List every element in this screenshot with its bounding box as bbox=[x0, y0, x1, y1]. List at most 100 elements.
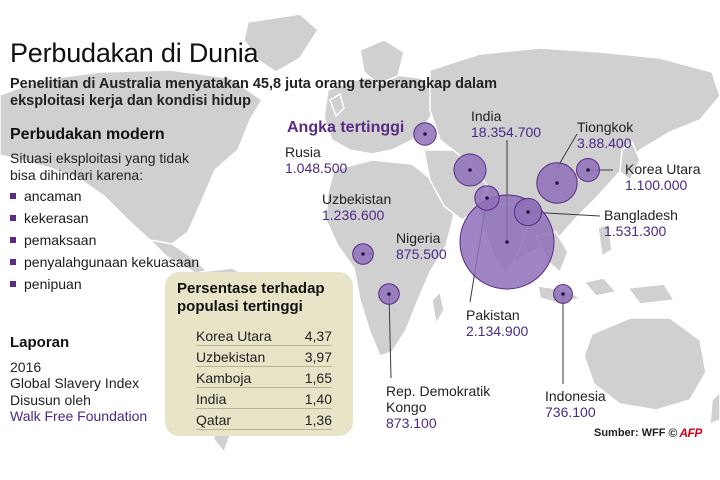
bubble-center-dot bbox=[387, 292, 391, 296]
land-scandinavia bbox=[359, 39, 405, 85]
land-indonesia-2 bbox=[582, 277, 618, 297]
country-label-korea-utara: Korea Utara 1.100.000 bbox=[625, 161, 700, 193]
country-name: India bbox=[471, 108, 502, 124]
land-greenland bbox=[243, 13, 319, 73]
list-item: penipuan bbox=[10, 273, 199, 295]
modern-slavery-heading: Perbudakan modern bbox=[10, 126, 165, 143]
list-item-label: ancaman bbox=[24, 188, 82, 204]
land-uk bbox=[329, 92, 345, 118]
country-label-indonesia: Indonesia 736.100 bbox=[545, 388, 606, 420]
country-name-line1: Rep. Demokratik bbox=[386, 383, 491, 399]
copyright-symbol: © bbox=[668, 426, 678, 440]
land-north-america bbox=[0, 69, 264, 245]
country-label-india: India 18.354.700 bbox=[471, 108, 541, 140]
table-row: Qatar 1,36 bbox=[196, 410, 332, 430]
bubble-center-dot bbox=[361, 252, 365, 256]
country-value: 736.100 bbox=[545, 404, 596, 420]
square-bullet-icon bbox=[10, 281, 16, 287]
list-item-label: penyalahgunaan kekuasaan bbox=[24, 254, 200, 270]
country-value: 1.531.300 bbox=[604, 223, 667, 239]
table-row: Kamboja 1,65 bbox=[196, 368, 332, 388]
country-value: 1.048.500 bbox=[285, 160, 348, 176]
report-organization: Walk Free Foundation bbox=[10, 408, 148, 424]
report-heading: Laporan bbox=[10, 334, 70, 351]
modern-slavery-description: Situasi eksploitasi yang tidak bisa dihi… bbox=[10, 150, 189, 183]
bubble-center-dot bbox=[505, 240, 509, 244]
land-philippines bbox=[597, 222, 613, 258]
country-name: Korea Utara bbox=[625, 161, 701, 177]
country-name: Pakistan bbox=[466, 307, 520, 323]
country-label-pakistan: Pakistan 2.134.900 bbox=[466, 307, 528, 339]
percentage-value: 1,65 bbox=[304, 369, 332, 386]
bubble-layer bbox=[352, 122, 600, 305]
leader-tiongkok bbox=[556, 133, 578, 169]
table-row: India 1,40 bbox=[196, 389, 332, 409]
list-item: penyalahgunaan kekuasaan bbox=[10, 251, 199, 273]
percentage-title-line2: populasi tertinggi bbox=[177, 298, 303, 315]
country-value: 18.354.700 bbox=[471, 124, 542, 140]
percentage-country: Uzbekistan bbox=[196, 348, 266, 365]
percentage-country: India bbox=[196, 390, 227, 407]
leader-kongo bbox=[388, 293, 392, 379]
country-value: 3.88.400 bbox=[577, 135, 632, 151]
land-madagascar bbox=[431, 290, 445, 327]
country-label-tiongkok: Tiongkok 3.88.400 bbox=[577, 119, 633, 151]
afp-logo: AFP bbox=[679, 426, 702, 440]
percentage-value: 1,36 bbox=[304, 411, 332, 428]
country-label-uzbekistan: Uzbekistan 1.236.600 bbox=[322, 191, 391, 223]
page-title: Perbudakan di Dunia bbox=[10, 38, 259, 68]
country-name-line2: Kongo bbox=[386, 399, 427, 415]
percentage-panel-title: Persentase terhadap populasi tertinggi bbox=[177, 280, 325, 316]
list-item-label: pemaksaan bbox=[24, 232, 97, 248]
country-name: Tiongkok bbox=[577, 119, 634, 135]
source-credit: Sumber: WFF © AFP bbox=[594, 426, 702, 440]
country-label-kongo: Rep. Demokratik Kongo 873.100 bbox=[386, 383, 490, 431]
report-year: 2016 bbox=[10, 359, 42, 375]
list-item: kekerasan bbox=[10, 207, 199, 229]
report-name: Global Slavery Index bbox=[10, 375, 140, 391]
land-new-zealand bbox=[709, 390, 720, 426]
square-bullet-icon bbox=[10, 237, 16, 243]
bubble-center-dot bbox=[468, 168, 472, 172]
country-name: Nigeria bbox=[396, 230, 441, 246]
square-bullet-icon bbox=[10, 215, 16, 221]
country-name: Bangladesh bbox=[604, 207, 678, 223]
list-item-label: penipuan bbox=[24, 276, 82, 292]
percentage-country: Korea Utara bbox=[196, 327, 272, 344]
percentage-value: 3,97 bbox=[304, 348, 332, 365]
list-item: pemaksaan bbox=[10, 229, 199, 251]
highest-figures-heading: Angka tertinggi bbox=[287, 119, 405, 136]
land-japan bbox=[619, 140, 641, 182]
country-name: Rusia bbox=[285, 144, 321, 160]
list-item: ancaman bbox=[10, 185, 199, 207]
coercion-list: ancaman kekerasan pemaksaan penyalahguna… bbox=[10, 185, 199, 295]
page-subtitle: Penelitian di Australia menyatakan 45,8 … bbox=[10, 76, 497, 109]
country-value: 875.500 bbox=[396, 246, 447, 262]
bubble-center-dot bbox=[555, 181, 559, 185]
percentage-value: 4,37 bbox=[304, 327, 332, 344]
bubble-center-dot bbox=[485, 196, 489, 200]
country-value: 1.100.000 bbox=[625, 177, 688, 193]
percentage-country: Qatar bbox=[196, 411, 232, 428]
land-new-guinea bbox=[626, 283, 676, 305]
table-row: Uzbekistan 3,97 bbox=[196, 347, 332, 367]
source-text: Sumber: WFF bbox=[594, 427, 666, 439]
bubble-center-dot bbox=[586, 168, 590, 172]
country-name: Uzbekistan bbox=[322, 191, 392, 207]
percentage-value: 1,40 bbox=[304, 390, 332, 407]
country-value: 2.134.900 bbox=[466, 323, 529, 339]
country-label-bangladesh: Bangladesh 1.531.300 bbox=[604, 207, 678, 239]
country-value: 1.236.600 bbox=[322, 207, 385, 223]
country-value: 873.100 bbox=[386, 415, 437, 431]
square-bullet-icon bbox=[10, 193, 16, 199]
bubble-center-dot bbox=[526, 210, 530, 214]
country-label-nigeria: Nigeria 875.500 bbox=[396, 230, 447, 262]
land-australia bbox=[583, 317, 707, 411]
percentage-title-line1: Persentase terhadap bbox=[177, 280, 325, 297]
square-bullet-icon bbox=[10, 259, 16, 265]
report-by-label: Disusun oleh bbox=[10, 392, 91, 408]
country-name: Indonesia bbox=[545, 388, 606, 404]
table-row: Korea Utara 4,37 bbox=[196, 326, 332, 346]
bubble-center-dot bbox=[561, 292, 565, 296]
